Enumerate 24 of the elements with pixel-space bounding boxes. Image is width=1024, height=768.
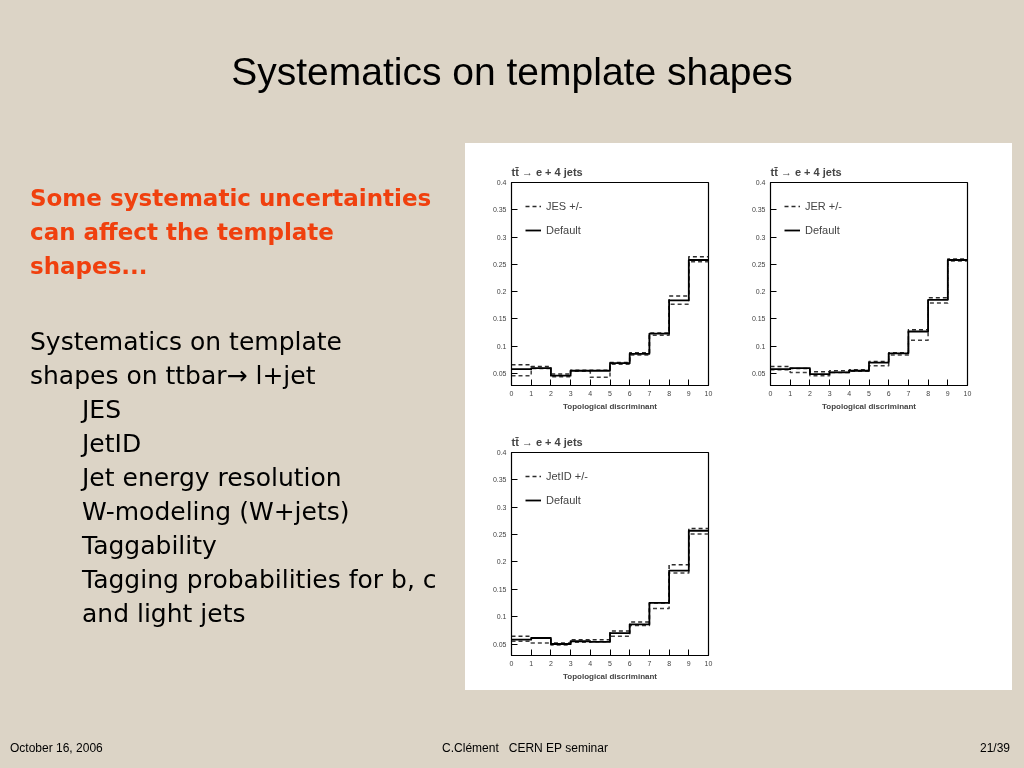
chart-title: tt̄ → e + 4 jets: [511, 435, 583, 448]
legend-label: Default: [805, 224, 840, 236]
text: Some systematic uncertainties can affect the template shapes...: [30, 184, 433, 281]
text: W-modeling (W+jets): [82, 496, 351, 528]
x-axis-title: Topological discriminant: [562, 401, 658, 411]
chart-title: tt̄ → e + 4 jets: [511, 165, 583, 178]
x-axis-title: Topological discriminant: [821, 401, 917, 411]
legend-label: JER +/-: [805, 200, 842, 212]
text: Tagging probabilities for b, c and light jets: [82, 564, 438, 630]
text: October 16, 2006: [10, 740, 103, 757]
text: JetID: [82, 428, 143, 460]
x-axis-title: Topological discriminant: [562, 671, 658, 681]
text: Systematics on template shapes on ttbar→ l+jet: [30, 326, 343, 392]
legend-label: Default: [546, 494, 581, 506]
text: JES: [82, 394, 123, 426]
text: 21/39: [979, 740, 1010, 757]
text: Jet energy resolution: [82, 462, 343, 494]
text: C.Clément CERN EP seminar: [442, 740, 608, 757]
legend-label: JES +/-: [546, 200, 583, 212]
legend-label: JetID +/-: [546, 470, 588, 482]
chart-title: tt̄ → e + 4 jets: [770, 165, 842, 178]
legend-label: Default: [546, 224, 581, 236]
text: Systematics on template shapes: [230, 49, 794, 94]
text: Taggability: [82, 530, 218, 562]
